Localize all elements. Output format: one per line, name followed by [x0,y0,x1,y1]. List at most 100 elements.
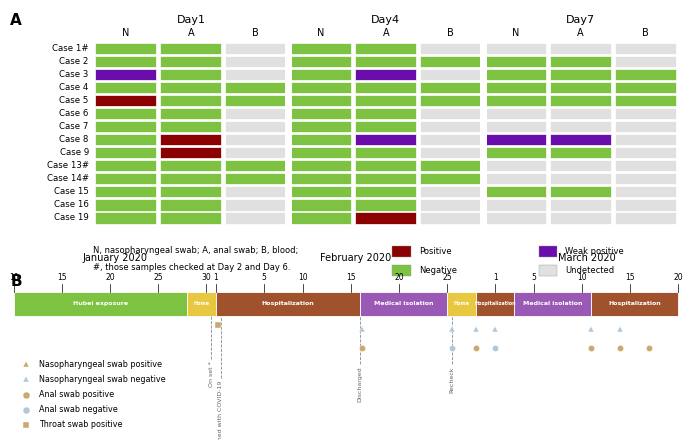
Text: Case 19: Case 19 [54,213,89,222]
Bar [95,43,156,54]
Bar [356,43,416,54]
Bar [421,186,482,198]
Bar [95,147,156,158]
Bar [615,147,676,158]
Text: Nasopharyngeal swab positive: Nasopharyngeal swab positive [39,360,162,369]
Bar [393,264,411,276]
Bar [421,121,482,132]
Bar [550,108,611,119]
Text: B: B [643,29,649,38]
Text: Undetected: Undetected [565,266,614,275]
Bar [160,69,221,80]
Bar [421,82,482,93]
Bar [95,69,156,80]
Bar [615,186,676,198]
Bar [290,56,351,67]
Text: Nasopharyngeal swab negative: Nasopharyngeal swab negative [39,375,166,384]
Bar [95,95,156,106]
Bar [550,95,611,106]
Bar [225,199,286,210]
Bar [615,69,676,80]
Text: 20: 20 [394,273,403,282]
Bar [550,173,611,184]
Text: 20: 20 [673,273,683,282]
Text: A: A [577,29,584,38]
Text: Hospitalization: Hospitalization [475,301,516,306]
Text: Case 9: Case 9 [60,148,89,157]
Text: Case 6: Case 6 [60,109,89,118]
Text: Home: Home [453,301,469,306]
Bar [356,56,416,67]
Bar [225,134,286,145]
Bar [485,95,546,106]
Text: 10: 10 [9,273,18,282]
Text: March 2020: March 2020 [558,253,616,263]
Text: 15: 15 [57,273,66,282]
Bar [160,43,221,54]
Bar [421,147,482,158]
Bar [225,43,286,54]
Text: Weak positive: Weak positive [565,247,624,256]
Bar [95,134,156,145]
Bar [615,160,676,172]
Bar [356,134,416,145]
Text: 25: 25 [153,273,163,282]
Bar [95,160,156,172]
Bar [95,199,156,210]
Bar [485,69,546,80]
Bar [160,212,221,224]
Bar [160,173,221,184]
Bar [421,173,482,184]
Bar [160,56,221,67]
Bar [421,134,482,145]
Bar [225,186,286,198]
Bar [550,134,611,145]
Text: 10: 10 [298,273,308,282]
Text: N: N [122,29,129,38]
Text: February 2020: February 2020 [320,253,391,263]
Bar [485,160,546,172]
Text: 1: 1 [214,273,219,282]
Text: 5: 5 [262,273,266,282]
Bar [225,160,286,172]
Text: Hospitalization: Hospitalization [608,301,661,306]
Bar [225,108,286,119]
Bar [160,95,221,106]
Bar [290,69,351,80]
Text: Anal swab positive: Anal swab positive [39,390,114,399]
Bar [550,186,611,198]
Text: N, nasopharyngeal swab; A, anal swab; B, blood;: N, nasopharyngeal swab; A, anal swab; B,… [93,246,299,254]
Text: Case 1#: Case 1# [52,44,89,53]
Bar [356,212,416,224]
Text: Case 7: Case 7 [60,122,89,131]
Text: A: A [382,29,389,38]
Bar [225,147,286,158]
Bar [225,121,286,132]
Bar [290,43,351,54]
Bar [615,56,676,67]
Text: On set *: On set * [209,361,214,387]
Text: Case 8: Case 8 [60,135,89,144]
Bar [160,199,221,210]
Bar [95,212,156,224]
Bar [225,95,286,106]
Bar [356,173,416,184]
Text: Case 2: Case 2 [60,57,89,66]
Bar [225,173,286,184]
Bar [447,292,476,315]
Text: Case 13#: Case 13# [47,161,89,170]
Bar [485,173,546,184]
Bar [538,246,557,257]
Bar [225,82,286,93]
Text: 1: 1 [493,273,497,282]
Bar [160,147,221,158]
Text: 15: 15 [346,273,356,282]
Text: N: N [317,29,325,38]
Bar [160,121,221,132]
Bar [476,292,514,315]
Text: 20: 20 [105,273,115,282]
Bar [615,108,676,119]
Bar [95,173,156,184]
Text: Positive: Positive [419,247,451,256]
Bar [485,134,546,145]
